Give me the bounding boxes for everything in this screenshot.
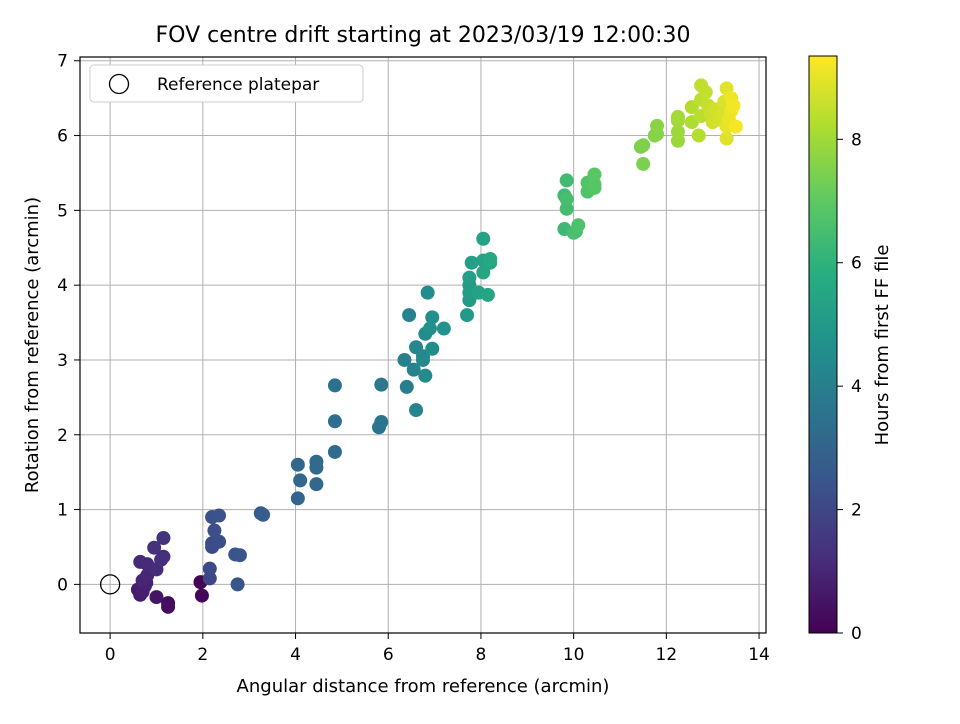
scatter-point xyxy=(483,251,498,266)
scatter-point xyxy=(587,167,602,182)
scatter-point xyxy=(726,98,741,113)
x-axis-label: Angular distance from reference (arcmin) xyxy=(237,676,610,697)
scatter-point xyxy=(309,477,324,492)
scatter-point xyxy=(684,100,699,115)
scatter-point xyxy=(559,173,574,188)
colorbar-tick-label: 6 xyxy=(851,254,862,274)
x-tick-label: 10 xyxy=(563,645,585,665)
colorbar-tick-label: 0 xyxy=(851,624,862,644)
scatter-point xyxy=(476,265,491,280)
scatter-point xyxy=(327,444,342,459)
scatter-point xyxy=(156,549,171,564)
scatter-point xyxy=(309,454,324,469)
y-axis-ticks: 0 1 2 3 4 5 6 7 xyxy=(57,52,80,595)
scatter-point xyxy=(650,118,665,133)
x-tick-label: 6 xyxy=(383,645,394,665)
y-tick-label: 1 xyxy=(57,501,68,521)
scatter-point xyxy=(476,231,491,246)
scatter-point xyxy=(480,287,495,302)
legend-label-reference: Reference platepar xyxy=(157,75,319,95)
scatter-point xyxy=(409,403,424,418)
scatter-point xyxy=(719,131,734,146)
scatter-point xyxy=(256,507,271,522)
y-tick-label: 0 xyxy=(57,575,68,595)
scatter-point xyxy=(149,590,164,605)
y-tick-label: 5 xyxy=(57,201,68,221)
scatter-point xyxy=(293,473,308,488)
scatter-point xyxy=(212,534,227,549)
scatter-point xyxy=(571,218,586,233)
scatter-point xyxy=(587,177,602,192)
scatter-point xyxy=(290,491,305,506)
scatter-point xyxy=(422,321,437,336)
plot-frame xyxy=(79,56,767,634)
scatter-point xyxy=(161,599,176,614)
legend-marker-reference xyxy=(108,73,130,95)
scatter-point xyxy=(418,368,433,383)
x-tick-label: 12 xyxy=(656,645,678,665)
scatter-point xyxy=(698,85,713,100)
legend: Reference platepar xyxy=(89,64,364,103)
y-tick-label: 7 xyxy=(57,52,68,72)
scatter-point xyxy=(691,128,706,143)
scatter-point xyxy=(636,138,651,153)
colorbar-label: Hours from first FF file xyxy=(872,245,893,446)
y-tick-label: 6 xyxy=(57,127,68,147)
scatter-point xyxy=(327,414,342,429)
grid-lines xyxy=(80,57,766,633)
colorbar-tick-label: 8 xyxy=(851,130,862,150)
scatter-point xyxy=(230,577,245,592)
x-tick-label: 2 xyxy=(197,645,208,665)
scatter-point xyxy=(327,378,342,393)
scatter-point xyxy=(399,379,414,394)
scatter-point xyxy=(559,192,574,207)
x-axis-ticks: 0 2 4 6 8 10 12 14 xyxy=(105,633,770,665)
scatter-point xyxy=(406,362,421,377)
scatter-point xyxy=(420,285,435,300)
scatter-point xyxy=(464,255,479,270)
scatter-point xyxy=(728,119,743,134)
colorbar: 0 2 4 6 8 Hours from first FF file xyxy=(808,55,893,644)
scatter-points xyxy=(99,78,743,614)
legend-box xyxy=(89,64,364,103)
scatter-point xyxy=(416,349,430,364)
scatter-point xyxy=(374,415,389,430)
scatter-point xyxy=(207,523,222,538)
scatter-point xyxy=(402,308,417,323)
scatter-point xyxy=(425,310,440,325)
scatter-point xyxy=(147,540,162,555)
colorbar-ticks: 0 2 4 6 8 xyxy=(837,130,862,644)
scatter-point xyxy=(202,561,217,576)
scatter-point xyxy=(636,156,651,171)
scatter-point xyxy=(194,588,209,603)
scatter-point xyxy=(436,321,451,336)
scatter-point xyxy=(156,530,171,545)
scatter-point xyxy=(462,270,477,285)
scatter-point xyxy=(425,341,440,356)
scatter-point xyxy=(290,457,305,472)
scatter-point xyxy=(202,571,217,586)
x-tick-label: 8 xyxy=(476,645,487,665)
scatter-point xyxy=(212,508,227,523)
colorbar-tick-label: 4 xyxy=(851,377,862,397)
chart-title: FOV centre drift starting at 2023/03/19 … xyxy=(156,23,691,48)
x-tick-label: 4 xyxy=(290,645,301,665)
y-axis-label: Rotation from reference (arcmin) xyxy=(22,197,43,493)
scatter-point xyxy=(559,201,574,216)
scatter-point xyxy=(232,548,247,563)
x-tick-label: 14 xyxy=(748,645,770,665)
colorbar-tick-label: 2 xyxy=(851,501,862,521)
scatter-point xyxy=(460,308,475,323)
scatter-point xyxy=(374,377,389,392)
scatter-point xyxy=(670,109,685,124)
x-tick-label: 0 xyxy=(105,645,116,665)
y-tick-label: 4 xyxy=(57,276,68,296)
y-tick-label: 3 xyxy=(57,351,68,371)
reference-platepar-marker xyxy=(99,574,121,595)
y-tick-label: 2 xyxy=(57,426,68,446)
scatter-point xyxy=(670,124,685,139)
colorbar-gradient xyxy=(808,55,838,634)
scatter-point xyxy=(397,352,412,367)
